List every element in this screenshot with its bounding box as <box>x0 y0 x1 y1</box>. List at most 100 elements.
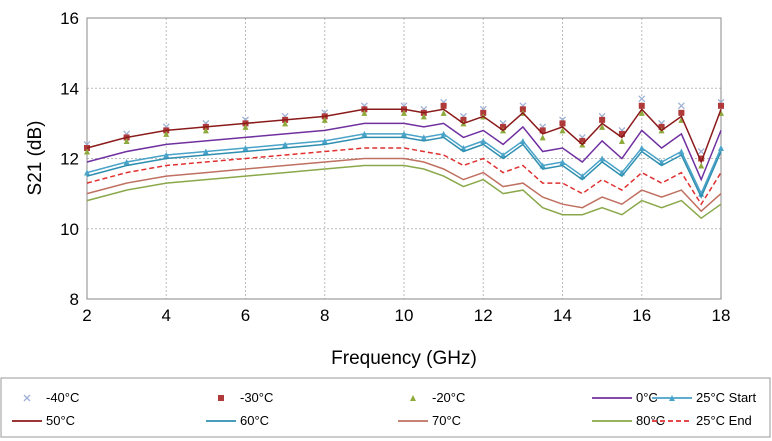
data-point <box>242 123 249 130</box>
legend-label: 70°C <box>432 413 461 428</box>
data-point <box>202 148 209 155</box>
data-point <box>361 130 368 137</box>
legend-label: -30°C <box>240 390 273 405</box>
legend-swatch-marker-stroke <box>23 394 31 402</box>
data-point <box>618 130 625 137</box>
x-tick-label: 6 <box>241 306 250 325</box>
y-tick-label: 14 <box>60 79 79 98</box>
x-tick-label: 12 <box>474 306 493 325</box>
data-point <box>519 106 526 113</box>
data-point <box>539 127 546 134</box>
data-point <box>361 109 368 116</box>
legend-label: 0°C <box>636 390 658 405</box>
legend-label: -20°C <box>432 390 465 405</box>
data-point <box>202 127 209 134</box>
data-point <box>559 120 566 127</box>
y-tick-label: 12 <box>60 150 79 169</box>
series-50-c <box>86 108 722 164</box>
legend-label: 80°C <box>636 413 665 428</box>
legend-box <box>0 377 771 438</box>
data-point <box>599 116 606 123</box>
data-point-stroke <box>677 102 685 110</box>
data-point <box>401 109 407 116</box>
legend-label: 25°C Start <box>696 390 757 405</box>
x-tick-label: 14 <box>553 306 572 325</box>
data-point <box>539 134 546 141</box>
x-tick-label: 2 <box>82 306 91 325</box>
series-20-c <box>84 109 724 169</box>
legend-item: 80°C <box>592 413 665 428</box>
data-point <box>321 137 328 144</box>
data-point <box>638 109 645 116</box>
data-point-stroke <box>638 95 646 103</box>
series-line-70-c <box>86 157 722 213</box>
x-axis-title: Frequency (GHz) <box>331 348 477 369</box>
legend: -40°C -30°C -20°C 0°C 25°C Start 50°C 60°C 70°C… <box>0 377 771 438</box>
series-60-c <box>86 136 722 199</box>
x-tick-label: 18 <box>712 306 731 325</box>
x-tick-label: 10 <box>395 306 414 325</box>
data-point <box>480 137 487 144</box>
legend-label: 25°C End <box>696 413 752 428</box>
data-point <box>638 102 645 109</box>
legend-item: 25°C End <box>652 413 752 428</box>
legend-swatch-marker <box>218 395 224 401</box>
data-point <box>579 137 586 144</box>
legend-item: 60°C <box>206 413 269 428</box>
data-point <box>440 102 447 109</box>
legend-item: 0°C <box>592 390 658 405</box>
plot-area-border <box>86 17 722 300</box>
x-tick-label: 16 <box>632 306 651 325</box>
series-line-25-c-end <box>86 147 722 206</box>
data-point <box>698 155 705 162</box>
legend-label: 60°C <box>240 413 269 428</box>
data-point <box>500 123 507 130</box>
data-point <box>678 148 685 155</box>
data-point <box>559 159 566 166</box>
data-point <box>480 109 487 116</box>
data-point <box>698 162 705 169</box>
legend-swatch-marker <box>23 394 31 402</box>
legend-swatch-marker <box>669 395 675 401</box>
series-25-c-end <box>86 147 722 206</box>
data-point <box>599 123 606 130</box>
data-point <box>460 144 467 151</box>
series-70-c <box>86 157 722 213</box>
data-point <box>282 120 289 127</box>
data-point <box>658 123 665 130</box>
y-tick-label: 10 <box>60 220 79 239</box>
y-tick-label: 8 <box>70 290 79 309</box>
data-point-stroke <box>697 148 705 155</box>
tick-labels: 2 4 6 8 10 12 14 16 18 8 10 12 14 16 <box>60 9 730 325</box>
y-axis-title: S21 (dB) <box>25 121 46 196</box>
data-point <box>440 130 447 137</box>
legend-item: -30°C <box>218 390 273 405</box>
data-point <box>599 155 606 162</box>
data-point <box>440 109 447 116</box>
data-point <box>242 144 249 151</box>
data-point <box>519 137 526 144</box>
legend-item: 70°C <box>398 413 461 428</box>
data-point <box>84 169 90 176</box>
series-line-60-c <box>86 136 722 199</box>
data-point <box>401 130 407 137</box>
series-line-50-c <box>86 108 722 164</box>
series-40-c <box>83 95 725 155</box>
legend-item: 25°C Start <box>652 390 757 405</box>
data-point <box>163 151 170 158</box>
x-tick-label: 4 <box>162 306 171 325</box>
data-point <box>697 148 705 155</box>
data-point <box>718 144 724 151</box>
data-point <box>677 102 685 110</box>
data-point <box>123 159 130 166</box>
data-point <box>420 134 427 141</box>
data-point <box>638 95 646 103</box>
data-point <box>321 116 328 123</box>
series-80-c <box>86 164 722 220</box>
legend-item: 50°C <box>12 413 75 428</box>
data-point <box>123 137 130 144</box>
data-point <box>618 137 625 144</box>
legend-item: -40°C <box>23 390 79 405</box>
data-point <box>678 109 685 116</box>
